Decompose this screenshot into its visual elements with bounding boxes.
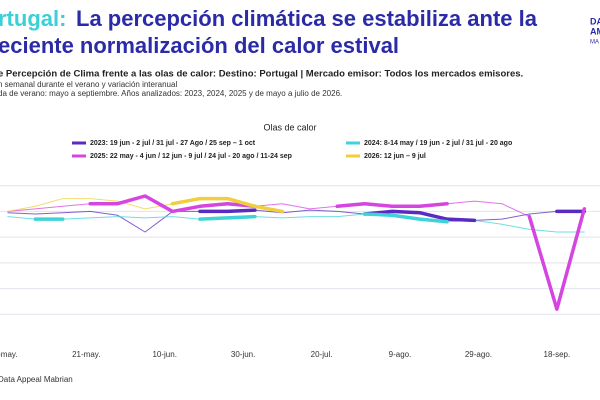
legend-title: Olas de calor <box>263 122 316 132</box>
heatwave-line <box>362 212 449 224</box>
logo: DA <box>590 16 600 26</box>
line <box>7 195 585 310</box>
heatwave-line <box>198 208 257 214</box>
heatwave-line <box>527 207 587 311</box>
source: Data Appeal Mabrian <box>0 375 73 384</box>
logo: AM <box>590 26 600 36</box>
heatwave-line <box>88 194 257 214</box>
line <box>7 209 585 233</box>
legend-label: 2023: 19 jun - 2 jul / 31 jul - 27 Ago /… <box>90 140 256 147</box>
subtitle: n semanal durante el verano y variación … <box>0 80 177 89</box>
logo: MA <box>590 40 599 46</box>
x-tick-label: 30-jun. <box>231 350 255 359</box>
x-tick-label: -may. <box>0 350 18 359</box>
title-lead: rtugal: <box>0 6 66 31</box>
line <box>7 213 585 233</box>
x-tick-label: 20-jul. <box>311 350 333 359</box>
subtitle: e Percepción de Clima frente a las olas … <box>0 69 523 80</box>
heatwave-line <box>198 214 257 221</box>
legend-label: 2025: 22 may - 4 jun / 12 jun - 9 jul / … <box>90 153 292 160</box>
chart-title: eciente normalización del calor estival <box>0 33 399 58</box>
subtitle: da de verano: mayo a septiembre. Años an… <box>0 89 342 98</box>
heatwave-line <box>335 201 449 209</box>
x-tick-label: 29-ago. <box>465 350 492 359</box>
chart-title: La percepción climática se estabiliza an… <box>76 6 538 31</box>
x-tick-label: 10-jun. <box>152 350 176 359</box>
x-tick-label: 9-ago. <box>389 350 412 359</box>
heatwave-line <box>362 209 477 223</box>
heatwave-line <box>170 196 285 214</box>
legend-label: 2024: 8-14 may / 19 jun - 2 jul / 31 jul… <box>364 140 512 147</box>
x-tick-label: 18-sep. <box>544 350 571 359</box>
x-tick-label: 21-may. <box>72 350 100 359</box>
legend-label: 2026: 12 jun – 9 jul <box>364 153 426 160</box>
